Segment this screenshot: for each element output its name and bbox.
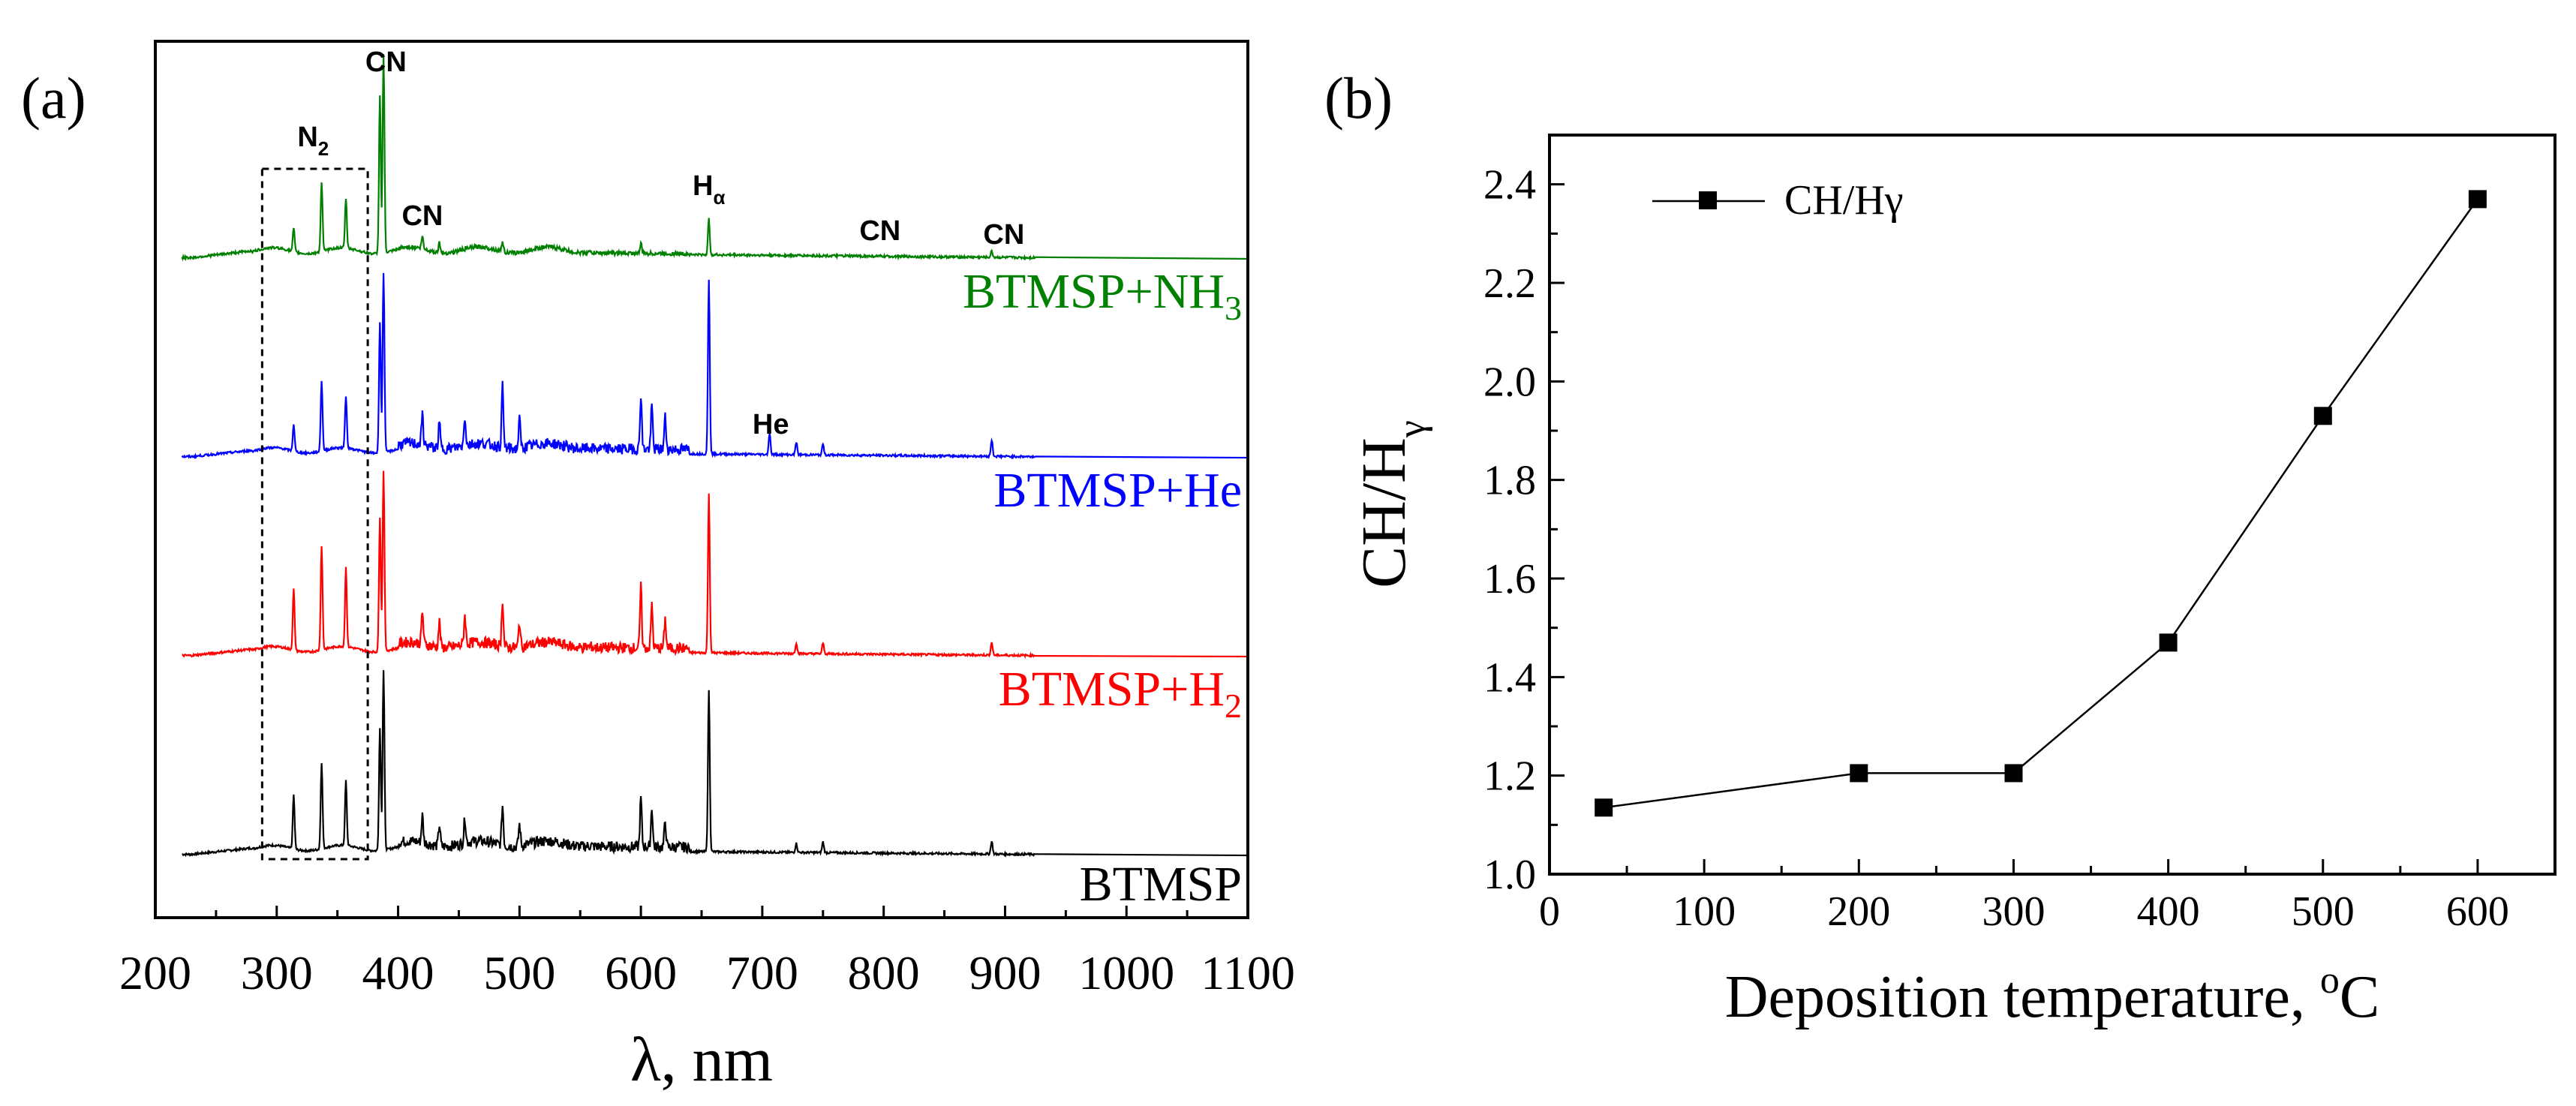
- ratio-plot-frame: [1548, 134, 2556, 876]
- x-tick-label: 200: [119, 946, 191, 999]
- y-tick-label: 2.4: [1483, 162, 1536, 209]
- ratio-axes: 0 100 200 300 400 500 600 1.0 1.2 1.4 1.6 1.8 2.0 2.2…: [1483, 162, 2556, 935]
- peak-annotation-main: H: [693, 170, 713, 202]
- panel-label-b: (b): [1324, 65, 1393, 131]
- x-tick-label: 500: [483, 946, 555, 999]
- ratio-x-axis-title-main: Deposition temperature,: [1725, 964, 2320, 1030]
- ratio-y-axis-title-sub: γ: [1390, 420, 1433, 438]
- data-point: [2313, 407, 2332, 425]
- ratio-points: [1595, 190, 2487, 817]
- peak-annotation: He: [753, 409, 789, 440]
- n2-highlight-box: [260, 167, 369, 861]
- peak-annotation-main: CN: [983, 219, 1024, 251]
- spectrum-line-1: [182, 470, 1249, 660]
- peak-annotation: Hα: [693, 170, 725, 209]
- series-label: BTMSP: [1080, 857, 1242, 912]
- series-label-main: BTMSP: [1080, 857, 1242, 912]
- legend-label: CH/Hγ: [1784, 177, 1904, 224]
- ratio-y-axis-title-main: CH/H: [1349, 437, 1419, 588]
- spectrum-line-0: [182, 670, 1249, 858]
- x-tick-label: 600: [2446, 888, 2509, 935]
- spectrum-line-3: [181, 54, 1249, 262]
- peak-annotation: CN: [401, 200, 443, 232]
- x-tick-label: 300: [1982, 888, 2045, 935]
- ratio-y-axis-title: CH/Hγ: [1349, 420, 1433, 588]
- series-label-main: BTMSP+NH: [963, 264, 1225, 319]
- series-label-main: BTMSP+H: [999, 662, 1225, 717]
- y-tick-label: 1.6: [1483, 556, 1536, 603]
- peak-annotation-main: CN: [365, 47, 407, 78]
- series-labels: BTMSP BTMSP+H2 BTMSP+He BTMSP+NH3: [963, 264, 1242, 912]
- y-tick-label: 1.0: [1483, 852, 1536, 898]
- data-point: [2004, 764, 2023, 783]
- spectra-x-axis-title: λ, nm: [630, 1025, 773, 1095]
- peak-annotations: CN N2 CN Hα CN CN He: [297, 47, 1024, 440]
- ratio-legend: CH/Hγ: [1652, 177, 1904, 224]
- x-tick-label: 600: [605, 946, 677, 999]
- spectra-series-group: [181, 54, 1249, 858]
- peak-annotation: N2: [297, 122, 329, 160]
- data-point: [1595, 798, 1613, 817]
- data-point: [2159, 633, 2178, 652]
- peak-annotation: CN: [983, 219, 1024, 251]
- panel-label-a: (a): [21, 65, 86, 131]
- ratio-panel: (b) 0 100 200 300 400 500 600 1.0 1.2 1.4 1.6 1.8 2.…: [1324, 65, 2556, 1030]
- peak-annotation-sub: 2: [318, 137, 329, 160]
- y-tick-label: 2.0: [1483, 359, 1536, 405]
- ratio-line: [1604, 198, 2478, 809]
- peak-annotation: CN: [365, 47, 407, 78]
- x-tick-label: 200: [1827, 888, 1890, 935]
- peak-annotation-main: He: [753, 409, 789, 440]
- data-point: [2468, 190, 2487, 209]
- ratio-x-axis-title-unit: C: [2340, 964, 2379, 1030]
- peak-annotation-main: CN: [859, 215, 900, 247]
- series-label: BTMSP+NH3: [963, 264, 1242, 327]
- spectrum-line-2: [181, 272, 1249, 460]
- peak-annotation-main: CN: [401, 200, 443, 232]
- legend-marker-square: [1699, 191, 1717, 209]
- series-label-sub: 2: [1225, 687, 1242, 725]
- series-label-main: BTMSP+He: [993, 463, 1242, 518]
- x-tick-label: 1100: [1201, 946, 1295, 999]
- peak-annotation: CN: [859, 215, 900, 247]
- x-tick-label: 0: [1539, 888, 1560, 935]
- ratio-x-axis-title: Deposition temperature, oC: [1725, 959, 2379, 1030]
- peak-annotation-main: N: [297, 122, 317, 153]
- x-tick-label: 800: [848, 946, 920, 999]
- x-tick-label: 400: [362, 946, 434, 999]
- x-tick-label: 700: [726, 946, 798, 999]
- x-tick-label: 500: [2292, 888, 2355, 935]
- y-tick-label: 1.2: [1483, 753, 1536, 800]
- spectra-x-axis: 200 300 400 500 600 700 800 900 1000 1100: [119, 906, 1295, 999]
- series-label: BTMSP+H2: [999, 662, 1242, 725]
- y-tick-label: 1.4: [1483, 654, 1536, 701]
- series-label-sub: 3: [1225, 289, 1242, 327]
- x-tick-label: 1000: [1078, 946, 1174, 999]
- x-tick-label: 900: [969, 946, 1041, 999]
- ratio-x-axis-title-sup: o: [2320, 959, 2340, 1002]
- x-tick-label: 400: [2137, 888, 2200, 935]
- peak-annotation-sub: α: [713, 186, 725, 209]
- data-point: [1850, 764, 1868, 783]
- x-tick-label: 100: [1673, 888, 1736, 935]
- series-label: BTMSP+He: [993, 463, 1242, 518]
- y-tick-label: 2.2: [1483, 260, 1536, 307]
- x-tick-label: 300: [241, 946, 313, 999]
- y-tick-label: 1.8: [1483, 458, 1536, 504]
